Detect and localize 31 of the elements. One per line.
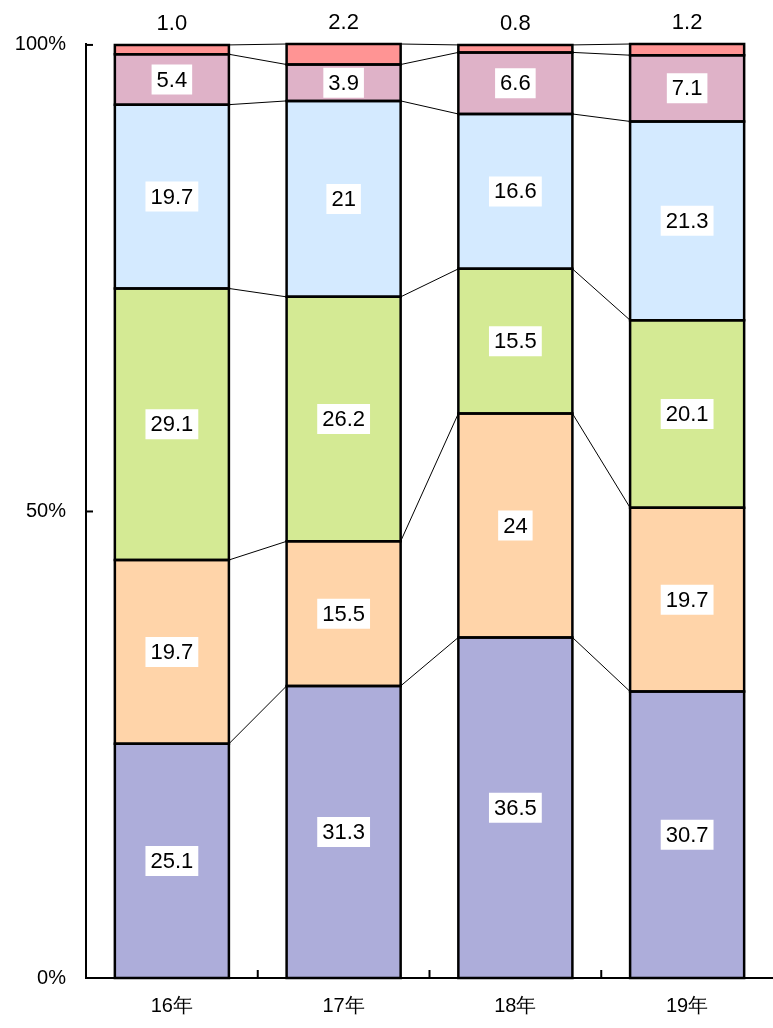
data-label: 2.2 [328,9,359,35]
y-tick-label: 50% [25,498,67,521]
data-label: 20.1 [665,401,709,427]
data-label: 30.7 [665,821,709,847]
data-label: 3.9 [328,69,359,95]
data-label: 19.7 [665,586,709,612]
data-label: 16.6 [493,178,537,204]
data-label: 24 [503,512,528,538]
x-tick-label: 16年 [150,993,193,1016]
x-tick-label: 18年 [494,993,537,1016]
data-label: 1.0 [156,10,188,35]
data-label: 5.4 [156,66,188,92]
data-label: 1.2 [671,9,703,35]
data-label: 19.7 [150,183,194,209]
data-label: 6.6 [500,70,531,96]
data-label: 36.5 [493,794,537,820]
data-label: 29.1 [150,411,194,437]
x-tick-label: 19年 [666,993,709,1016]
data-label: 21 [331,185,356,211]
data-label: 0.8 [500,10,531,35]
x-tick-label: 17年 [322,993,365,1016]
data-label: 19.7 [150,638,194,664]
data-label: 31.3 [322,819,366,845]
data-label: 26.2 [322,406,366,432]
data-label: 7.1 [671,75,703,101]
y-tick-label: 0% [37,965,67,988]
data-label: 21.3 [665,207,709,233]
data-label: 15.5 [322,600,366,626]
data-label: 25.1 [150,847,194,873]
y-tick-label: 100% [14,32,67,55]
data-label: 15.5 [493,328,537,354]
